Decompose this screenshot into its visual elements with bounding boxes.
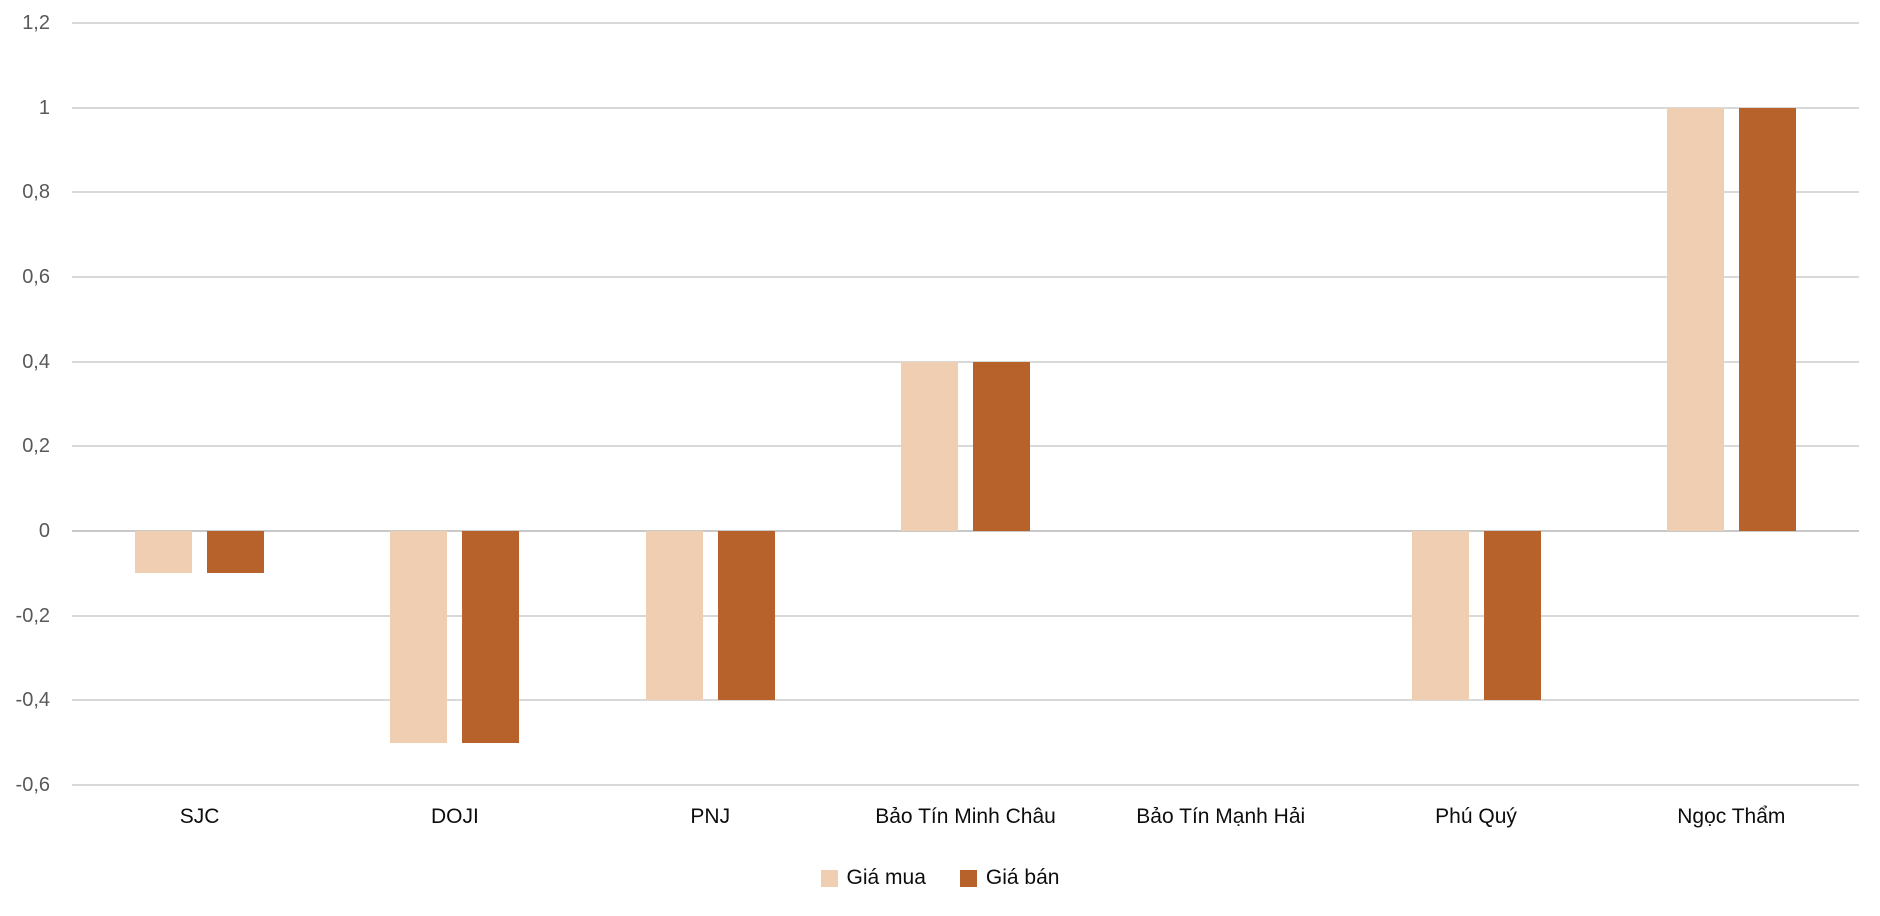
category-label: Bảo Tín Mạnh Hải bbox=[1136, 805, 1306, 828]
y-tick-label: -0,2 bbox=[15, 604, 50, 627]
gridline bbox=[72, 699, 1859, 702]
y-tick-label: -0,6 bbox=[15, 774, 50, 796]
gridline bbox=[72, 360, 1859, 363]
legend-label-gia-ban: Giá bán bbox=[985, 866, 1060, 889]
gridline bbox=[72, 106, 1859, 109]
gridline bbox=[72, 22, 1859, 24]
bar-gia-mua bbox=[390, 531, 448, 743]
legend-item-gia-ban: Giá bán bbox=[959, 866, 1060, 890]
y-tick-label: 0,8 bbox=[22, 181, 50, 204]
bar-gia-mua bbox=[1411, 531, 1469, 701]
gridline bbox=[72, 191, 1859, 194]
y-tick-label: 0,2 bbox=[22, 435, 50, 458]
bar-gia-ban bbox=[717, 531, 775, 701]
bar-gia-mua bbox=[901, 361, 958, 531]
bar-gia-mua bbox=[135, 531, 193, 574]
gridline bbox=[72, 614, 1859, 617]
bar-gia-ban bbox=[1483, 531, 1541, 701]
legend-item-gia-mua: Giá mua bbox=[820, 866, 926, 890]
bar-gia-ban bbox=[973, 361, 1030, 531]
bar-gia-ban bbox=[207, 531, 265, 574]
y-tick-label: 0 bbox=[38, 520, 50, 542]
category-label: Phú Quý bbox=[1435, 805, 1517, 828]
gridline bbox=[72, 784, 1859, 786]
bar-gia-ban bbox=[462, 531, 520, 743]
legend-label-gia-mua: Giá mua bbox=[846, 866, 926, 889]
category-label: Bảo Tín Minh Châu bbox=[875, 805, 1056, 828]
legend-swatch-gia-mua bbox=[820, 869, 838, 887]
category-label: DOJI bbox=[431, 805, 479, 828]
category-label: SJC bbox=[179, 805, 220, 828]
gridline bbox=[72, 276, 1859, 278]
category-label: Ngọc Thẩm bbox=[1677, 805, 1786, 828]
y-tick-label: 1,2 bbox=[22, 12, 50, 34]
y-tick-label: -0,4 bbox=[15, 689, 50, 712]
bar-gia-ban bbox=[1738, 107, 1796, 531]
y-tick-label: 0,6 bbox=[22, 266, 50, 288]
legend-swatch-gia-ban bbox=[959, 869, 977, 887]
gridline bbox=[72, 445, 1859, 448]
category-label: PNJ bbox=[690, 805, 731, 828]
bar-gia-mua bbox=[1666, 107, 1724, 531]
y-tick-label: 0,4 bbox=[22, 350, 50, 373]
bar-gia-mua bbox=[645, 531, 703, 701]
y-tick-label: 1 bbox=[38, 96, 50, 119]
legend: Giá mua Giá bán bbox=[0, 864, 1880, 892]
zero-axis-line bbox=[72, 530, 1859, 532]
